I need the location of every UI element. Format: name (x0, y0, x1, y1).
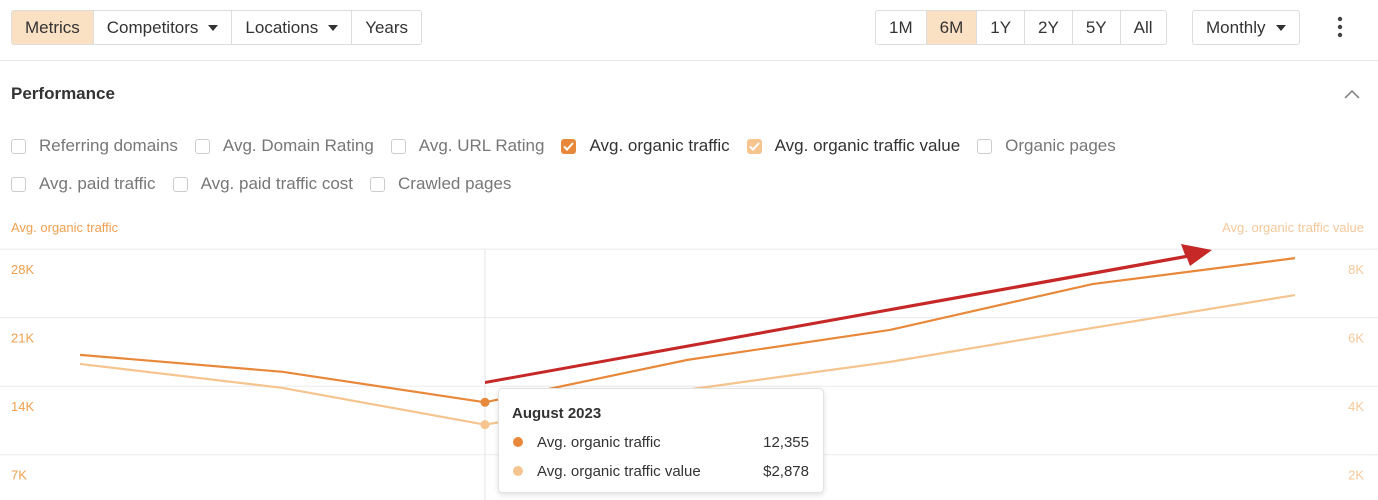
hover-point (480, 420, 490, 430)
check-mark (563, 141, 575, 151)
tooltip: August 2023 Avg. organic traffic 12,355 Av… (498, 388, 824, 493)
tooltip-value: $2,878 (763, 462, 809, 480)
interval-select[interactable]: Monthly (1192, 10, 1300, 45)
y-tick-label: 28K (11, 262, 34, 277)
option-label: Crawled pages (398, 174, 512, 193)
metric-option[interactable]: Crawled pages (370, 172, 511, 196)
caret (208, 24, 219, 31)
check-mark (748, 141, 760, 151)
tab-button[interactable]: 6M (925, 11, 977, 44)
range-tabs: 1M 6M 1Y 2Y 5Y All (875, 10, 1167, 45)
tab-button[interactable]: Metrics (12, 11, 93, 44)
checkbox[interactable] (11, 176, 26, 192)
tooltip-value: 12,355 (763, 433, 809, 451)
tab-label: All (1133, 17, 1153, 37)
interval-label: Monthly (1206, 17, 1266, 37)
tab-label: 2Y (1038, 17, 1059, 37)
panel-title: Performance (11, 84, 115, 103)
metric-option[interactable]: Avg. paid traffic cost (172, 172, 354, 196)
tab-button[interactable]: Years (351, 11, 421, 44)
checkbox[interactable] (390, 138, 406, 154)
tab-label: 6M (939, 17, 964, 37)
checkbox[interactable] (561, 138, 577, 154)
tab-label: Metrics (25, 17, 80, 37)
metric-option[interactable]: Organic pages (977, 134, 1116, 158)
checkbox[interactable] (746, 138, 762, 154)
y2-tick-label: 8K (1348, 262, 1364, 277)
tab-button[interactable]: 1Y (976, 11, 1024, 44)
more-menu[interactable] (1336, 16, 1344, 38)
caret (328, 24, 339, 31)
tab-button[interactable]: 1M (876, 11, 926, 44)
option-label: Avg. Domain Rating (222, 136, 374, 155)
y2-tick-label: 4K (1348, 399, 1364, 414)
tooltip-title: August 2023 (512, 405, 602, 422)
caret (1275, 24, 1286, 31)
metric-option[interactable]: Avg. Domain Rating (194, 134, 374, 158)
series-line (79, 257, 1296, 404)
tab-label: 1Y (990, 17, 1012, 37)
legend-dot (513, 437, 523, 447)
collapse-toggle[interactable] (1343, 88, 1361, 100)
tab-button[interactable]: 2Y (1024, 11, 1072, 44)
check-stroke (563, 141, 575, 151)
legend-dot (513, 466, 523, 476)
metric-option[interactable]: Avg. paid traffic (11, 172, 156, 196)
option-label: Organic pages (1005, 136, 1116, 155)
option-label: Referring domains (39, 136, 178, 155)
tooltip-row: Avg. organic traffic value $2,878 (513, 461, 809, 481)
option-label: Avg. URL Rating (418, 136, 545, 155)
checkbox[interactable] (370, 176, 386, 192)
metric-option[interactable]: Avg. organic traffic value (746, 134, 961, 158)
tab-button[interactable]: 5Y (1071, 11, 1120, 44)
tab-label: Competitors (106, 17, 199, 37)
y-tick-label: 21K (11, 331, 34, 346)
check-stroke (748, 141, 760, 151)
checkbox[interactable] (11, 138, 26, 154)
option-label: Avg. paid traffic (39, 174, 156, 193)
tab-label: 1M (889, 17, 913, 37)
checkbox[interactable] (977, 138, 993, 154)
hover-point (480, 397, 490, 407)
metric-options: Referring domains Avg. Domain Rating Avg. … (11, 134, 1221, 196)
metric-option[interactable]: Referring domains (11, 134, 178, 158)
y2-tick-label: 6K (1348, 331, 1364, 346)
tooltip-row: Avg. organic traffic 12,355 (513, 432, 809, 452)
tab-button[interactable]: Competitors (92, 11, 232, 44)
tab-button[interactable]: Locations (231, 11, 351, 44)
y-axis-title: Avg. organic traffic (11, 220, 119, 235)
tab-label: Locations (245, 17, 319, 37)
y2-tick-label: 2K (1348, 468, 1364, 483)
checkbox[interactable] (172, 176, 188, 192)
tab-button[interactable]: All (1119, 11, 1166, 44)
option-label: Avg. organic traffic value (774, 136, 961, 155)
divider (0, 60, 1378, 61)
y-tick-label: 7K (11, 468, 27, 483)
metric-option[interactable]: Avg. organic traffic (561, 134, 730, 158)
tab-label: 5Y (1085, 17, 1107, 37)
trend-arrow (485, 244, 1212, 384)
metric-tabs: Metrics Competitors Locations Years (11, 10, 423, 45)
checkbox[interactable] (194, 138, 210, 154)
interval-button[interactable]: Monthly (1193, 11, 1299, 44)
legend-label: Avg. organic traffic value (537, 462, 701, 480)
y2-axis-title: Avg. organic traffic value (1222, 220, 1364, 235)
tab-label: Years (365, 17, 409, 37)
legend-label: Avg. organic traffic (537, 433, 661, 451)
metric-option[interactable]: Avg. URL Rating (390, 134, 545, 158)
y-tick-label: 14K (11, 399, 34, 414)
option-label: Avg. paid traffic cost (200, 174, 354, 193)
option-label: Avg. organic traffic (589, 136, 730, 155)
